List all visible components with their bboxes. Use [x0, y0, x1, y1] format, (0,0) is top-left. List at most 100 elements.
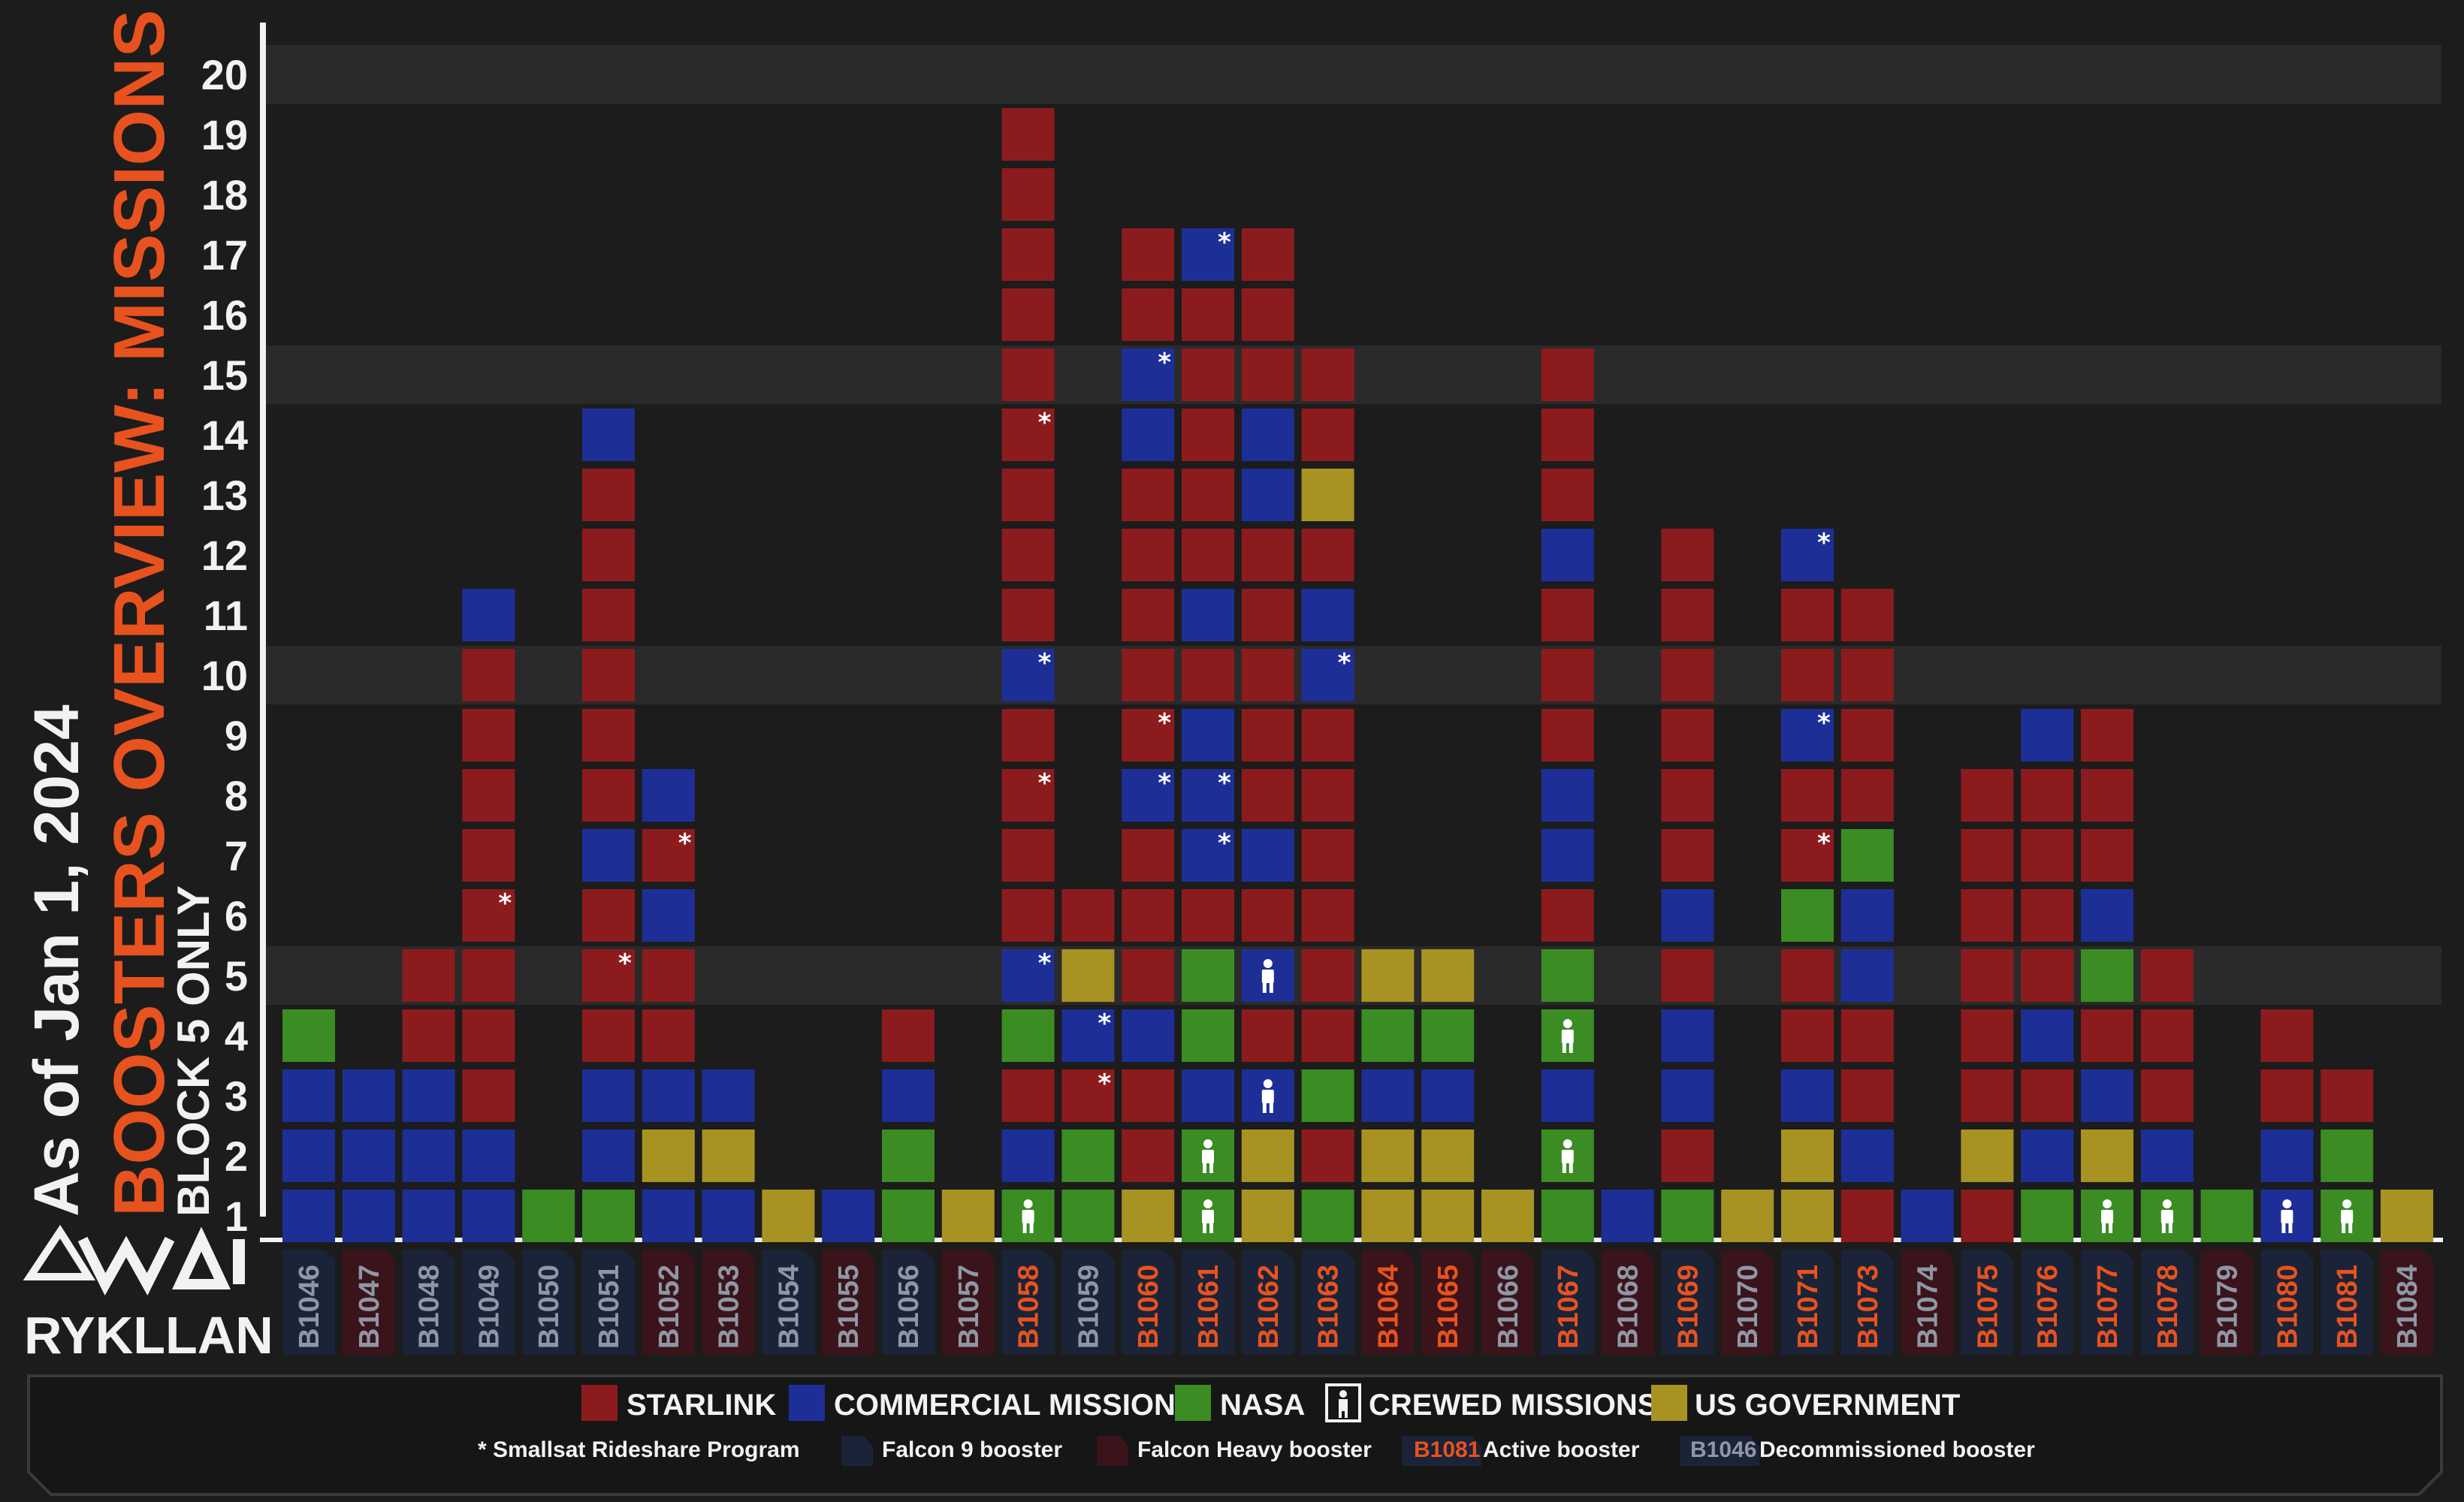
mission-cell: [1781, 829, 1834, 882]
booster-tab: [2200, 1250, 2254, 1355]
mission-cell: [582, 469, 635, 521]
mission-cell: [1541, 589, 1594, 641]
booster-label: B1047: [354, 1265, 385, 1349]
mission-cell: [642, 889, 695, 942]
mission-cell: [1541, 889, 1594, 942]
mission-cell: [2260, 1069, 2314, 1122]
booster-tab: [1781, 1250, 1834, 1355]
legend-active-example: B1081: [1414, 1437, 1480, 1462]
mission-cell: [2140, 949, 2194, 1002]
booster-tab: [1541, 1250, 1594, 1355]
mission-cell: [1122, 1190, 1175, 1242]
mission-cell: [1421, 1069, 1475, 1122]
mission-cell: [1840, 949, 1894, 1002]
mission-cell: [1421, 1190, 1475, 1242]
legend-crewed: CREWED MISSIONS: [1369, 1389, 1657, 1422]
mission-cell: [1541, 949, 1594, 1002]
mission-cell: [1301, 409, 1354, 461]
rideshare-star: *: [1218, 828, 1231, 858]
mission-cell: [1840, 769, 1894, 822]
mission-cell: [2021, 829, 2074, 882]
mission-cell: [1840, 1009, 1894, 1062]
mission-cell: [1122, 469, 1175, 521]
mission-cell: [462, 1009, 515, 1062]
crewed-icon: [2161, 1199, 2173, 1233]
mission-cell: [882, 1069, 935, 1122]
booster-label: B1073: [1853, 1265, 1884, 1349]
rideshare-star: *: [1817, 528, 1831, 558]
mission-cell: [642, 829, 695, 882]
mission-cell: [2021, 949, 2074, 1002]
mission-cell: [582, 1190, 635, 1242]
rideshare-star: *: [1038, 408, 1052, 438]
mission-cell: [1241, 709, 1294, 762]
mission-cell: [1541, 709, 1594, 762]
legend-swatch-usgov: [1651, 1385, 1687, 1421]
mission-cell: [1541, 649, 1594, 701]
y-axis-line: [260, 23, 266, 1217]
mission-cell: [2021, 1190, 2074, 1242]
mission-cell: [1661, 1130, 1714, 1182]
rideshare-star: *: [1817, 828, 1831, 858]
mission-cell: [1961, 829, 2014, 882]
booster-label: B1064: [1372, 1265, 1404, 1349]
mission-cell: [1781, 529, 1834, 581]
mission-cell: [1061, 889, 1115, 942]
mission-cell: [1661, 649, 1714, 701]
mission-cell: [582, 889, 635, 942]
booster-label: B1077: [2092, 1265, 2124, 1349]
booster-label: B1080: [2272, 1265, 2303, 1349]
mission-cell: [462, 1130, 515, 1182]
booster-tab: [2140, 1250, 2194, 1355]
mission-cell: [282, 1009, 335, 1062]
booster-tab: [522, 1250, 575, 1355]
as-of-date: As of Jan 1, 2024: [21, 704, 92, 1217]
mission-cell: [1061, 1190, 1115, 1242]
booster-tab: [822, 1250, 875, 1355]
mission-cell: [1182, 829, 1234, 882]
mission-cell: [1122, 709, 1175, 762]
booster-tab: [1182, 1250, 1234, 1355]
mission-cell: [1001, 108, 1055, 161]
mission-cell: [582, 1069, 635, 1122]
mission-cell: [1122, 889, 1175, 942]
mission-cell: [2321, 1130, 2374, 1182]
legend-starlink: STARLINK: [627, 1389, 776, 1422]
legend-decom: Decommissioned booster: [1759, 1437, 2035, 1462]
mission-cell: [1961, 1130, 2014, 1182]
mission-cells: * * * * * * * * * * * * * * * * * * *: [282, 108, 2433, 1242]
mission-cell: [1122, 649, 1175, 701]
mission-cell: [462, 709, 515, 762]
booster-label: B1084: [2392, 1265, 2423, 1349]
mission-cell: [1961, 1009, 2014, 1062]
mission-cell: [462, 829, 515, 882]
booster-label: B1062: [1253, 1265, 1285, 1349]
mission-cell: [1840, 1190, 1894, 1242]
mission-cell: [582, 769, 635, 822]
legend-fh: Falcon Heavy booster: [1137, 1437, 1372, 1462]
booster-label: B1061: [1193, 1265, 1224, 1349]
mission-cell: [1001, 889, 1055, 942]
mission-cell: [402, 1069, 455, 1122]
y-tick-label: 10: [201, 652, 248, 699]
legend-commercial: COMMERCIAL MISSIONS: [834, 1389, 1196, 1422]
mission-cell: [582, 1130, 635, 1182]
logo-text: RYKLLAN: [24, 1306, 273, 1365]
legend-f9: Falcon 9 booster: [882, 1437, 1062, 1462]
booster-tab: [882, 1250, 935, 1355]
booster-tab: [941, 1250, 995, 1355]
mission-cell: [1001, 709, 1055, 762]
mission-cell: [1781, 1130, 1834, 1182]
mission-cell: [1541, 469, 1594, 521]
booster-tab: [1901, 1250, 1954, 1355]
booster-label: B1051: [593, 1265, 625, 1349]
booster-label: B1055: [833, 1265, 865, 1349]
mission-cell: [1241, 829, 1294, 882]
booster-tab: [1122, 1250, 1175, 1355]
mission-cell: [1001, 1069, 1055, 1122]
booster-label: B1071: [1792, 1265, 1824, 1349]
mission-cell: [1122, 348, 1175, 401]
mission-cell: [1421, 1130, 1475, 1182]
